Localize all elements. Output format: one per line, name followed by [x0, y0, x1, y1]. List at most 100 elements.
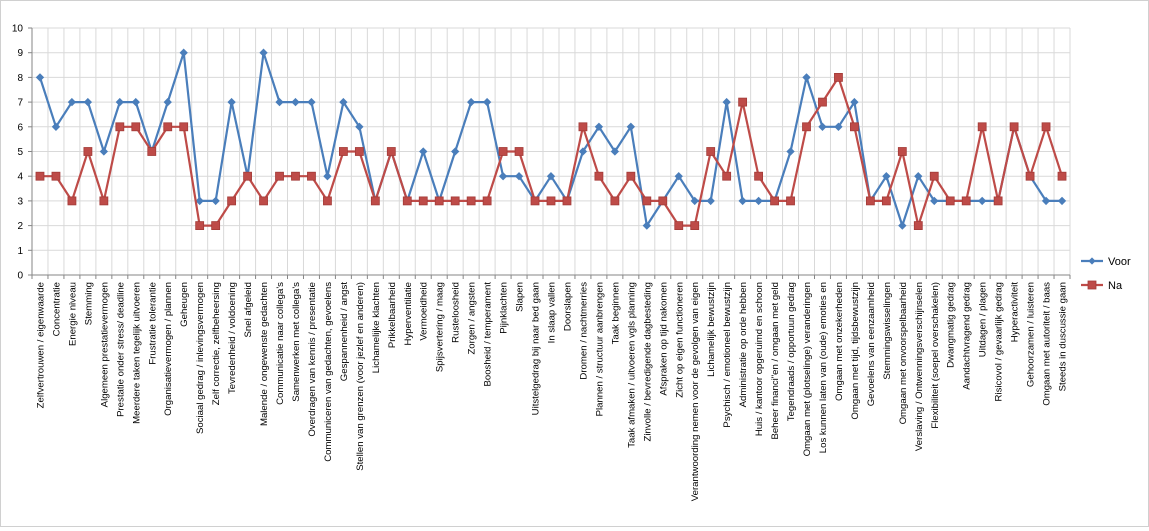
data-point-na: [610, 196, 620, 206]
data-point-voor: [179, 48, 188, 57]
data-point-na: [227, 196, 237, 206]
data-point-na: [786, 196, 795, 206]
x-tick-label: Boosheid / temperament: [483, 282, 494, 387]
data-point-na: [83, 147, 93, 156]
data-point-na: [115, 122, 125, 132]
data-point-na: [418, 196, 428, 206]
x-tick-label: Risicovol / gevaarlijk gedrag: [994, 282, 1005, 401]
data-point-voor: [786, 147, 795, 156]
data-point-na: [738, 97, 748, 107]
x-tick-label: Stemmingswisselingen: [882, 282, 893, 380]
x-tick-label: Stellen van grenzen (voor jezlef en ande…: [355, 282, 366, 471]
data-point-na: [67, 196, 77, 206]
data-point-na: [370, 196, 380, 206]
data-point-voor: [578, 147, 588, 156]
data-point-na: [594, 171, 604, 181]
y-tick-label: 3: [17, 196, 23, 207]
data-point-voor: [930, 196, 939, 206]
x-tick-label: Meerdere taken tegelijk uitvoeren: [131, 282, 142, 424]
x-tick-label: Geheugen: [179, 282, 190, 327]
data-point-na: [514, 147, 524, 156]
data-point-voor: [339, 97, 348, 107]
data-point-voor: [626, 122, 636, 131]
x-tick-label: Tevredenheid / voldoening: [227, 282, 238, 394]
data-point-na: [434, 196, 444, 206]
data-point-voor: [546, 172, 556, 181]
x-tick-label: Concentratie: [51, 282, 62, 336]
data-point-na: [243, 171, 252, 181]
data-point-voor: [834, 122, 843, 131]
data-point-na: [147, 147, 157, 156]
y-tick-label: 1: [17, 246, 23, 257]
x-tick-label: Uitstelgedrag bij naar bed gaan: [531, 282, 542, 415]
x-tick-label: Zelf correctie, zelfbeheersing: [211, 282, 222, 405]
data-point-na: [354, 147, 364, 156]
data-point-voor: [307, 97, 316, 107]
data-point-voor: [754, 196, 763, 206]
x-tick-label: Gevoelens van eenzaamheid: [866, 282, 877, 406]
x-tick-label: Flexibiliteit (soepel overschakelen): [930, 282, 941, 429]
x-tick-label: Gehoorzamen / luisteren: [1026, 282, 1037, 387]
y-axis: 0 1 2 3 4 5 6 7 8 9 10: [12, 24, 33, 282]
data-point-voor: [451, 147, 460, 156]
data-point-na: [690, 221, 700, 231]
legend-label-voor: Voor: [1108, 256, 1131, 268]
data-point-na: [929, 171, 939, 181]
x-tick-label: Taak beginnen: [610, 282, 621, 344]
data-point-na: [338, 147, 348, 156]
x-tick-label: Omgaan met onzekerheden: [834, 282, 845, 401]
x-tick-label: Overdragen van kennis / presentatie: [307, 282, 318, 437]
legend-label-na: Na: [1108, 280, 1123, 292]
x-tick-label: Malende / ongewenste gedachten: [259, 282, 270, 426]
data-point-na: [1025, 171, 1035, 181]
y-tick-label: 7: [17, 98, 23, 109]
y-tick-label: 10: [12, 24, 24, 35]
legend-marker-na: [1087, 280, 1097, 290]
data-point-voor: [594, 122, 604, 131]
data-point-na: [578, 122, 588, 132]
x-tick-label: Vermoeidheid: [419, 282, 430, 341]
data-point-voor: [722, 97, 731, 107]
data-point-voor: [115, 97, 124, 107]
x-tick-label: Steeds in duscussie gaan: [1058, 282, 1069, 391]
data-point-voor: [83, 97, 93, 107]
data-point-voor: [514, 172, 524, 181]
data-point-voor: [419, 147, 428, 156]
data-point-na: [642, 196, 652, 206]
y-tick-label: 0: [17, 271, 23, 282]
x-tick-label: Aandachtvragend gedrag: [962, 282, 973, 390]
data-point-na: [482, 196, 492, 206]
x-tick-label: Omgaan met tijd, tijdsbewustzijn: [850, 282, 861, 420]
data-point-voor: [706, 196, 715, 206]
data-point-na: [450, 196, 460, 206]
x-tick-label: Zicht op eigen functioneren: [674, 282, 685, 398]
x-tick-label: Rusteloosheid: [451, 282, 462, 343]
x-tick-label: Dromen / nachtmerries: [578, 282, 589, 380]
x-tick-label: Communiceren van gedachten, gevoelens: [323, 282, 334, 462]
data-point-na: [51, 171, 61, 181]
data-point-voor: [195, 196, 204, 206]
x-tick-label: Zorgen / angsten: [467, 282, 478, 355]
x-tick-label: Lichamelijk bewustzijn: [706, 282, 717, 377]
data-point-na: [658, 196, 668, 206]
data-point-voor: [131, 97, 140, 107]
data-point-voor: [211, 196, 220, 206]
data-point-na: [163, 122, 173, 132]
data-point-na: [291, 171, 300, 181]
x-tick-label: Stemming: [83, 282, 94, 325]
data-point-voor: [882, 172, 891, 181]
y-tick-label: 5: [17, 147, 23, 158]
x-tick-label: Uitdagen / plagen: [978, 282, 989, 357]
x-tick-label: Hyperactiviteit: [1010, 282, 1021, 343]
x-tick-label: Omgaan met autoriteit / baas: [1042, 282, 1053, 406]
x-tick-label: Omgaan met onvoorspelbaarheid: [898, 282, 909, 424]
data-point-na: [530, 196, 540, 206]
data-point-voor: [482, 97, 492, 107]
x-tick-label: Dwangmatig gedrag: [946, 282, 957, 368]
data-point-voor: [642, 221, 651, 230]
data-point-na: [722, 171, 732, 181]
data-point-na: [323, 196, 332, 206]
data-point-na: [498, 147, 508, 156]
data-point-na: [993, 196, 1003, 206]
